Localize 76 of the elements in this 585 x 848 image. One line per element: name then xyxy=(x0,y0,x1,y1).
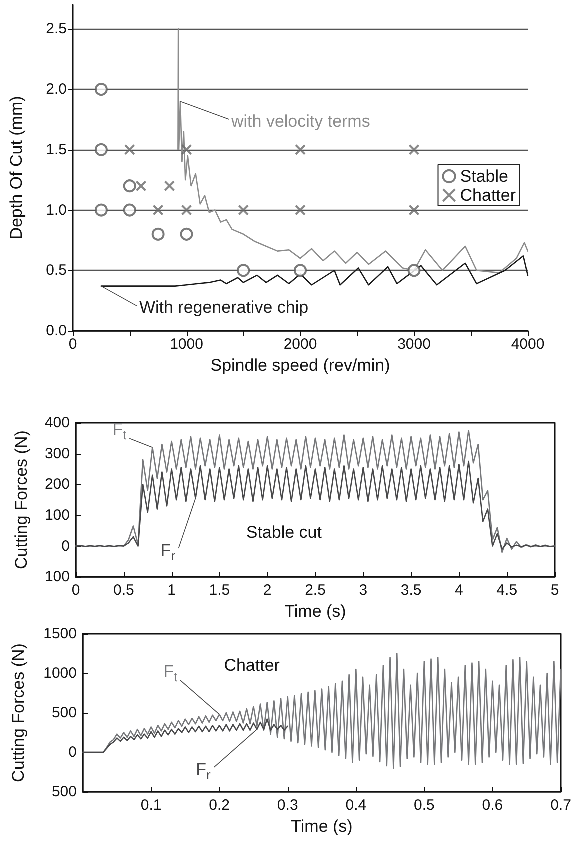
y-axis-title: Cutting Forces (N) xyxy=(12,430,31,570)
annotation: Stable cut xyxy=(246,522,322,543)
y-tick-label: 0.0 xyxy=(46,322,67,340)
point xyxy=(237,264,250,278)
y-tick-label: 300 xyxy=(44,445,70,462)
series-label: F$_{r}$ xyxy=(196,760,211,784)
point xyxy=(408,264,421,278)
y-tick-label: 500 xyxy=(52,784,77,800)
x-axis-title: Time (s) xyxy=(291,817,353,836)
y-tick-label: 100 xyxy=(44,506,70,524)
x-tick-label: 4000 xyxy=(511,336,545,353)
point xyxy=(152,204,164,216)
point xyxy=(181,144,192,156)
x-tick-label: 2000 xyxy=(284,336,318,353)
point xyxy=(123,204,136,217)
x-tick-label: 3000 xyxy=(398,336,431,353)
series-label: F$_{t}$ xyxy=(112,420,127,444)
point xyxy=(238,204,250,216)
x-tick-label: 0.6 xyxy=(482,797,504,814)
text: F$_{t}$ xyxy=(164,662,178,686)
x-tick-label: 3.5 xyxy=(400,582,422,600)
y-tick-label: 1.0 xyxy=(46,202,67,219)
x-tick-label: 5 xyxy=(550,582,560,600)
y-tick-label: 500 xyxy=(52,704,77,722)
line-series xyxy=(100,255,529,287)
y-tick-label: 1500 xyxy=(44,626,77,642)
series-label: F$_{r}$ xyxy=(160,540,176,565)
x-axis-title: Spindle speed (rev/min) xyxy=(210,356,390,375)
annotation: Chatter xyxy=(224,656,280,676)
point xyxy=(295,204,306,216)
y-tick-label: 0.5 xyxy=(46,262,67,280)
y-tick-label: 0 xyxy=(68,744,77,761)
y-tick-label: 400 xyxy=(44,414,70,432)
x-tick-label: 1.5 xyxy=(209,582,230,600)
x-tick-label: 0.7 xyxy=(550,797,572,814)
x-tick-label: 3 xyxy=(359,582,368,600)
y-axis-title: Depth Of Cut (mm) xyxy=(7,96,26,240)
legend-label: Stable xyxy=(460,167,508,186)
x-tick-label: 0.4 xyxy=(346,797,367,814)
y-tick-label: 1000 xyxy=(44,665,77,682)
y-tick-label: 2.0 xyxy=(46,81,67,98)
legend-label: Chatter xyxy=(460,186,516,205)
point xyxy=(136,180,147,192)
x-tick-label: 0.2 xyxy=(209,797,230,814)
point xyxy=(408,144,420,156)
x-tick-label: 0.5 xyxy=(414,797,435,814)
x-tick-label: 1000 xyxy=(170,336,204,353)
x-tick-label: 0.1 xyxy=(140,797,162,814)
y-tick-label: 200 xyxy=(44,476,70,494)
point xyxy=(408,204,420,216)
point xyxy=(152,228,165,241)
point xyxy=(94,204,108,217)
text: with velocity terms xyxy=(231,112,370,132)
series-label: With regenerative chip xyxy=(139,298,309,318)
x-axis-title: Time (s) xyxy=(284,602,346,621)
y-tick-label: 100 xyxy=(44,568,70,586)
y-tick-label: 0 xyxy=(62,538,70,555)
point xyxy=(124,144,136,156)
point xyxy=(181,204,192,216)
y-tick-label: 2.5 xyxy=(46,20,67,38)
point xyxy=(123,180,136,193)
x-tick-label: 0.3 xyxy=(277,797,298,814)
x-tick-label: 1 xyxy=(168,582,176,600)
point xyxy=(94,143,108,156)
y-axis-title: Cutting Forces (N) xyxy=(9,644,28,782)
point xyxy=(295,144,306,156)
x-tick-label: 2 xyxy=(263,582,272,600)
y-tick-label: 1.5 xyxy=(46,141,67,158)
point xyxy=(94,83,108,96)
x-tick-label: 4.5 xyxy=(496,582,518,600)
x-tick-label: 4 xyxy=(455,582,464,600)
point xyxy=(294,264,307,278)
point xyxy=(180,228,194,241)
x-tick-label: 0.5 xyxy=(113,582,134,600)
point xyxy=(164,180,176,192)
x-tick-label: 2.5 xyxy=(305,582,326,600)
